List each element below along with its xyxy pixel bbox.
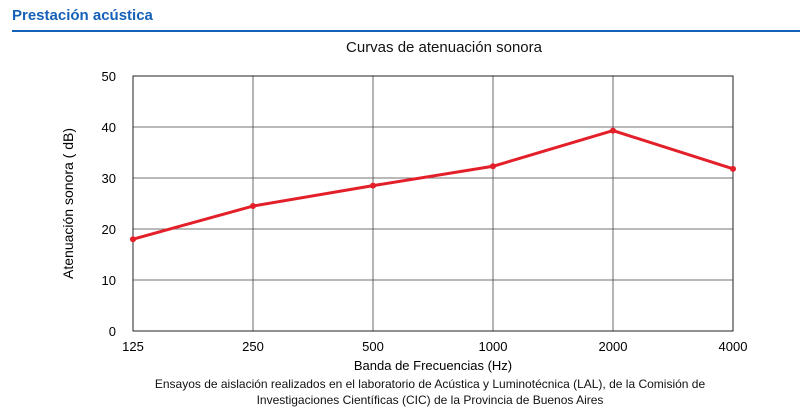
y-axis-label: Atenuación sonora ( dB) [60, 128, 76, 279]
section-title: Prestación acústica [12, 7, 153, 24]
x-tick-labels: 125 250 500 1000 2000 4000 [122, 339, 747, 354]
chart-title: Curvas de atenuación sonora [346, 39, 542, 56]
data-point [610, 127, 616, 134]
data-point [730, 165, 736, 172]
caption-line-2: Investigaciones Científicas (CIC) de la … [256, 393, 604, 407]
x-tick-label: 125 [122, 339, 144, 354]
x-tick-label: 500 [362, 339, 384, 354]
y-tick-label: 30 [102, 171, 116, 186]
y-tick-label: 50 [102, 69, 116, 84]
y-tick-label: 40 [102, 120, 116, 135]
x-tick-label: 250 [242, 339, 264, 354]
x-axis-label: Banda de Frecuencias (Hz) [354, 358, 512, 373]
x-tick-label: 4000 [719, 339, 748, 354]
caption-line-1: Ensayos de aislación realizados en el la… [154, 377, 706, 391]
data-point [130, 236, 136, 243]
series-layer [130, 127, 736, 243]
y-tick-label: 0 [109, 324, 116, 339]
plot-frame [132, 75, 734, 332]
data-point [250, 203, 256, 210]
data-point [370, 182, 376, 189]
y-tick-label: 10 [102, 273, 116, 288]
x-tick-label: 1000 [479, 339, 508, 354]
caption: Ensayos de aislación realizados en el la… [130, 376, 730, 408]
section-divider [12, 30, 800, 32]
y-tick-label: 20 [102, 222, 116, 237]
series-line [132, 129, 734, 241]
y-tick-labels: 0 10 20 30 40 50 [102, 69, 116, 339]
chart-grid [132, 75, 734, 332]
data-point [490, 163, 496, 170]
x-tick-label: 2000 [599, 339, 628, 354]
